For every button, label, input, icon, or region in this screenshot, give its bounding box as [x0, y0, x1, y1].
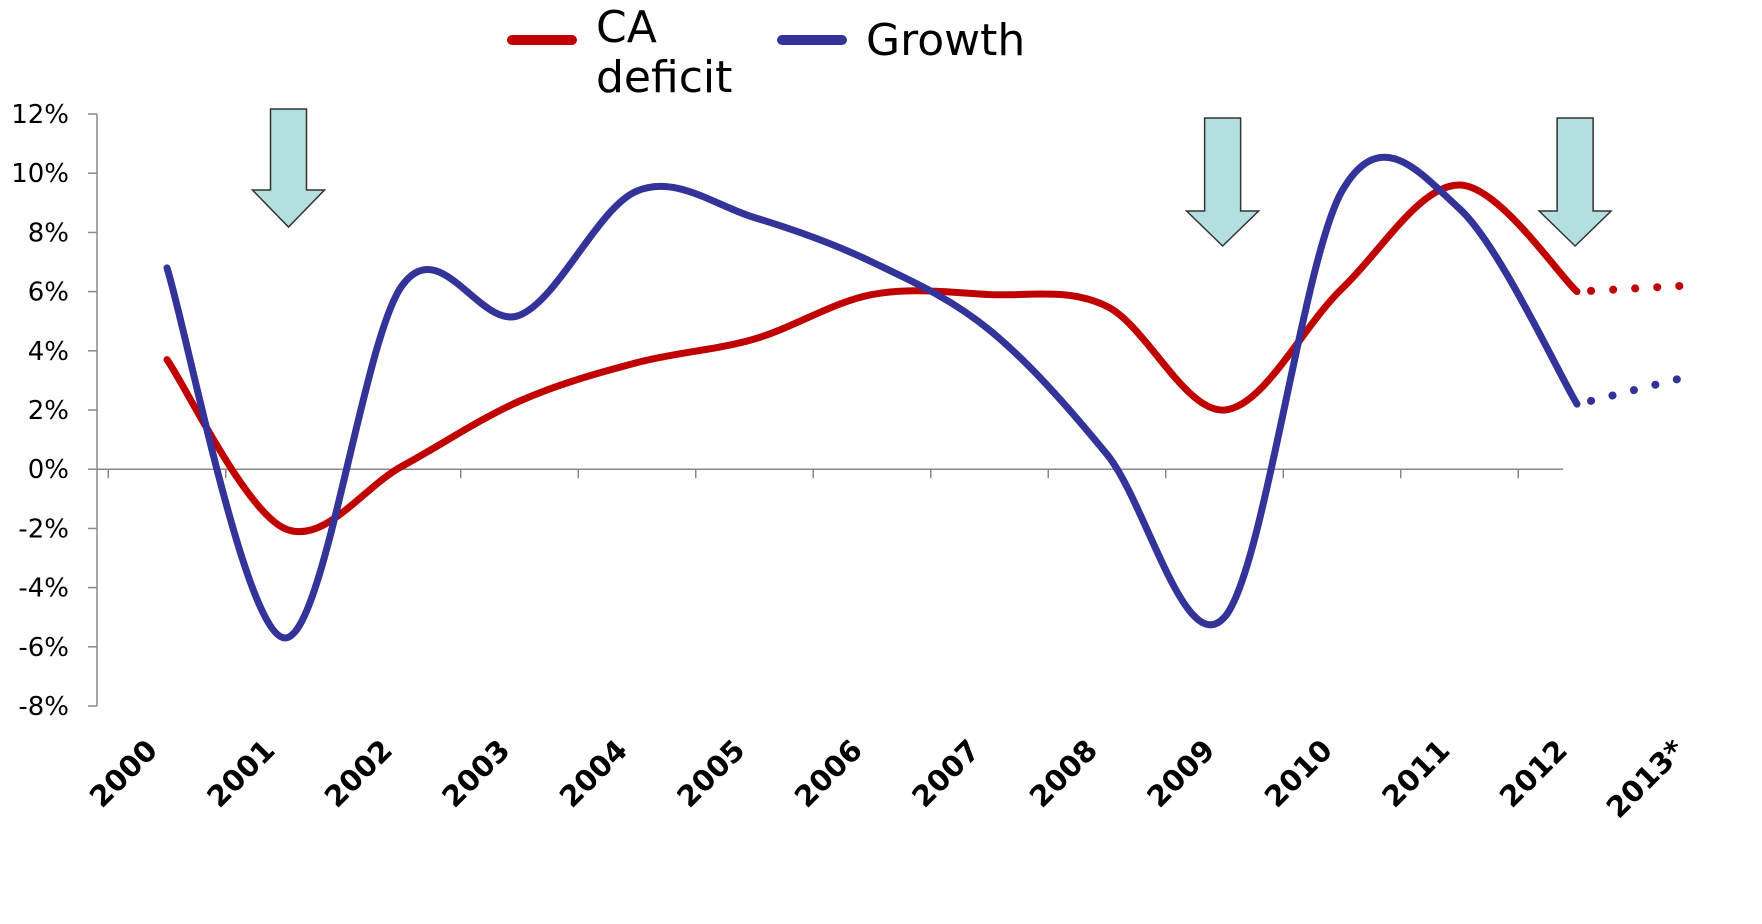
x-tick-label: 2000: [83, 733, 164, 814]
x-tick-label: 2001: [200, 733, 281, 814]
y-tick-label: 6%: [28, 278, 69, 308]
y-tick-label: -8%: [18, 692, 69, 722]
arrow-markers: [250, 108, 1613, 248]
x-tick-label: 2003: [435, 733, 516, 814]
legend: CA deficit Growth: [507, 2, 1025, 103]
legend-label: CA deficit: [596, 2, 732, 103]
series-lines: [163, 153, 1689, 642]
x-tick-label: 2007: [905, 733, 986, 814]
series-projection-ca-deficit: [1587, 281, 1689, 295]
y-tick-label: -4%: [18, 574, 69, 604]
x-tick-label: 2006: [788, 733, 869, 814]
down-arrow-icon: [1537, 117, 1613, 248]
y-tick-label: 10%: [11, 159, 69, 189]
y-tick-label: 4%: [28, 337, 69, 367]
x-tick-label: 2010: [1258, 733, 1339, 814]
axes: [96, 114, 1563, 706]
x-tick-label: 2005: [670, 733, 751, 814]
x-tick-label: 2012: [1493, 733, 1574, 814]
down-arrow-icon: [250, 108, 327, 229]
series-line-growth: [163, 153, 1581, 642]
y-tick-label: 8%: [28, 218, 69, 248]
y-tick-labels: 12% 10% 8% 6% 4% 2% 0% -2% -4% -6% -8%: [11, 100, 97, 722]
y-tick-label: 2%: [28, 396, 69, 426]
x-tick-label: 2009: [1140, 733, 1221, 814]
x-tick-label: 2013*: [1600, 733, 1692, 825]
y-tick-label: -2%: [18, 514, 69, 544]
y-tick-label: 12%: [11, 100, 69, 130]
series-line-ca-deficit: [163, 181, 1581, 536]
series-projection-growth: [1587, 373, 1689, 405]
x-tick-label: 2011: [1375, 733, 1456, 814]
x-tick-label: 2008: [1023, 733, 1104, 814]
x-tick-label: 2002: [318, 733, 399, 814]
legend-label: Growth: [866, 15, 1025, 66]
y-tick-label: 0%: [28, 455, 69, 485]
x-tick-label: 2004: [553, 733, 634, 814]
y-tick-label: -6%: [18, 633, 69, 663]
down-arrow-icon: [1184, 117, 1261, 248]
